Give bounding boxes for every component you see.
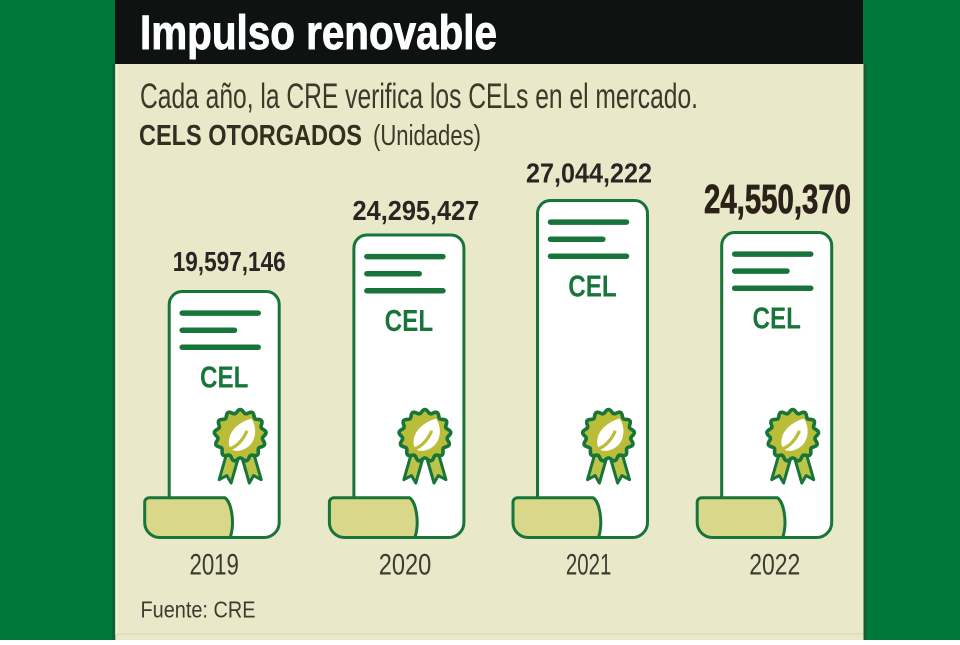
svg-text:24,550,370: 24,550,370 xyxy=(704,176,851,222)
svg-text:27,044,222: 27,044,222 xyxy=(526,158,652,189)
svg-text:Cada año, la CRE verifica los: Cada año, la CRE verifica los CELs en el… xyxy=(140,77,698,116)
svg-text:19,597,146: 19,597,146 xyxy=(173,246,286,277)
svg-text:CEL: CEL xyxy=(385,303,434,338)
svg-text:Impulso renovable: Impulso renovable xyxy=(140,7,497,60)
svg-text:CEL: CEL xyxy=(752,300,801,335)
svg-text:CELS OTORGADOS: CELS OTORGADOS xyxy=(139,120,362,152)
svg-text:2021: 2021 xyxy=(566,549,611,582)
svg-text:(Unidades): (Unidades) xyxy=(373,120,481,152)
svg-text:CEL: CEL xyxy=(200,359,249,394)
svg-text:24,295,427: 24,295,427 xyxy=(353,195,480,226)
svg-text:CEL: CEL xyxy=(568,268,617,303)
svg-text:2022: 2022 xyxy=(749,549,800,582)
svg-text:2019: 2019 xyxy=(189,549,239,582)
svg-text:2020: 2020 xyxy=(379,549,432,582)
svg-text:Fuente: CRE: Fuente: CRE xyxy=(141,597,256,623)
